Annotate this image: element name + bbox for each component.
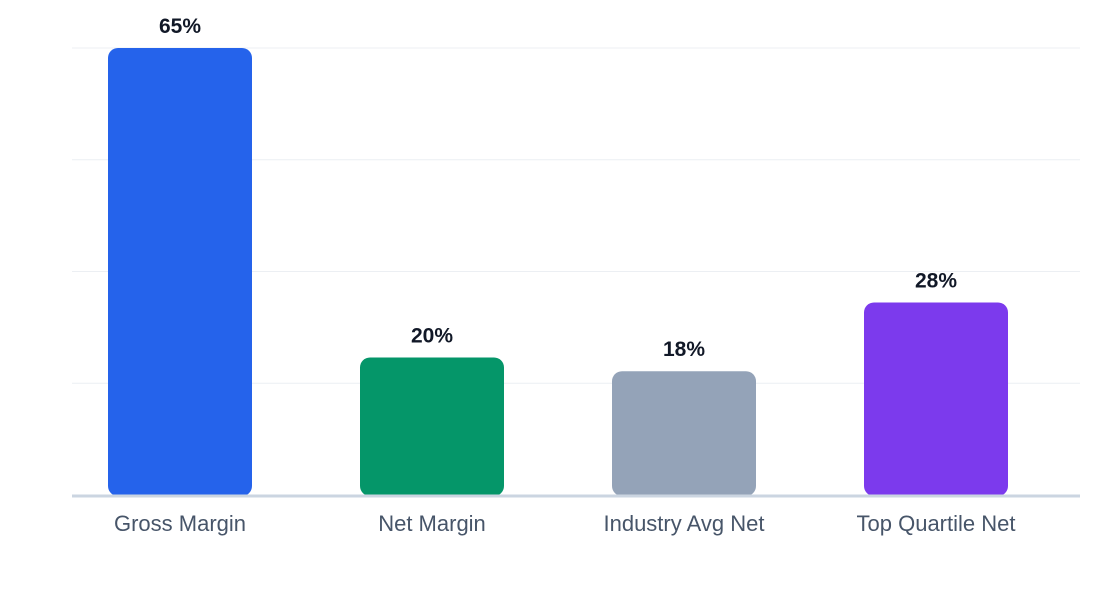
x-tick-label: Gross Margin [114,511,246,536]
x-tick-label: Industry Avg Net [603,511,764,536]
data-label: 28% [915,269,957,292]
bar-gross-margin [108,48,252,496]
x-tick-label: Net Margin [378,511,486,536]
bar-net-margin [360,357,504,496]
data-label: 18% [663,338,705,361]
bar-top-quartile-net [864,302,1008,496]
data-label: 20% [411,324,453,347]
bar-layer [108,48,1008,496]
x-tick-label: Top Quartile Net [857,511,1016,536]
label-layer: 65% Gross Margin 20% Net Margin 18% Industry … [114,15,1016,536]
bar-industry-avg-net [612,371,756,496]
data-label: 65% [159,15,201,38]
